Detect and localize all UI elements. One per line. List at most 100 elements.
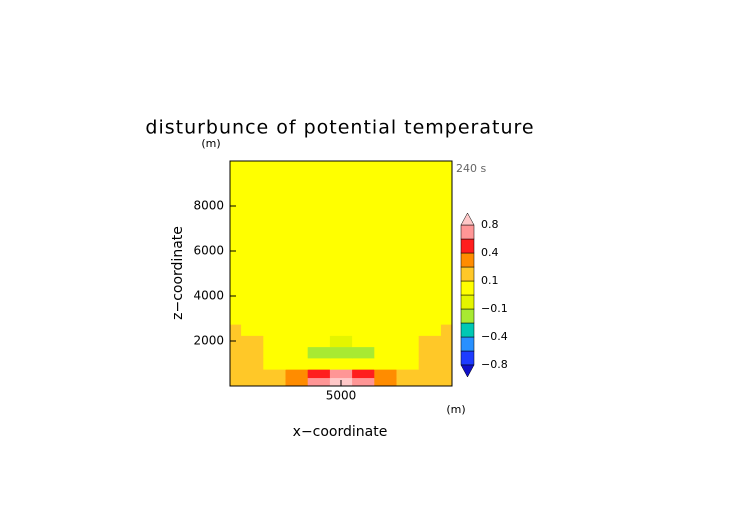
field-cell — [263, 161, 286, 184]
time-annotation: 240 s — [456, 162, 486, 175]
field-cell — [374, 357, 397, 370]
field-cell — [374, 369, 397, 379]
field-cell — [329, 307, 353, 325]
field-cell — [230, 273, 242, 308]
field-cell — [440, 369, 453, 379]
colorbar-under — [460, 364, 475, 378]
field — [230, 161, 453, 387]
field-cell — [263, 307, 286, 325]
field-cell — [352, 161, 375, 184]
field-cell — [307, 369, 331, 379]
field-cell — [307, 357, 331, 370]
field-cell — [241, 369, 264, 379]
y-unit: (m) — [201, 137, 220, 150]
field-cell — [230, 383, 242, 387]
colorbar-bin — [460, 294, 475, 310]
field-cell — [285, 383, 309, 387]
field-cell — [230, 161, 242, 184]
field-cell — [329, 346, 353, 359]
field-cell — [352, 383, 375, 387]
field-cell — [263, 228, 286, 274]
field-cell — [440, 377, 453, 384]
field-cell — [374, 383, 397, 387]
field-cell — [329, 357, 353, 370]
field-cell — [307, 228, 331, 274]
field-cell — [418, 228, 442, 274]
colorbar-bin — [460, 266, 475, 282]
field-cell — [352, 357, 375, 370]
field-cell — [352, 377, 375, 384]
field-cell — [418, 377, 442, 384]
field-cell — [396, 369, 420, 379]
field-cell — [230, 346, 242, 359]
chart-title: disturbunce of potential temperature — [145, 117, 534, 139]
field-cell — [285, 307, 309, 325]
field-cell — [418, 357, 442, 370]
colorbar-bin — [460, 252, 475, 268]
field-cell — [352, 307, 375, 325]
field-cell — [440, 228, 453, 274]
colorbar-bin — [460, 238, 475, 254]
field-cell — [329, 324, 353, 336]
field-cell — [263, 324, 286, 336]
colorbar-label: −0.4 — [481, 330, 508, 343]
field-cell — [241, 183, 264, 229]
field-cell — [263, 369, 286, 379]
field-cell — [329, 161, 353, 184]
colorbar-label: 0.8 — [481, 218, 499, 231]
field-cell — [418, 183, 442, 229]
field-cell — [241, 377, 264, 384]
field-cell — [440, 335, 453, 348]
colorbar-label: 0.4 — [481, 246, 499, 259]
field-cell — [329, 183, 353, 229]
field-cell — [241, 346, 264, 359]
field-cell — [396, 377, 420, 384]
field-cell — [418, 161, 442, 184]
field-cell — [230, 324, 242, 336]
field-cell — [285, 357, 309, 370]
colorbar-bin — [460, 280, 475, 296]
field-cell — [263, 273, 286, 308]
field-cell — [396, 324, 420, 336]
field-cell — [374, 324, 397, 336]
field-cell — [230, 357, 242, 370]
field-cell — [440, 307, 453, 325]
field-cell — [263, 183, 286, 229]
field-cell — [285, 377, 309, 384]
field-cell — [263, 383, 286, 387]
field-cell — [285, 228, 309, 274]
field-cell — [396, 307, 420, 325]
field-cell — [440, 383, 453, 387]
field-cell — [230, 307, 242, 325]
field-cell — [307, 307, 331, 325]
y-tick-label: 8000 — [193, 199, 224, 213]
field-cell — [352, 183, 375, 229]
field-cell — [374, 307, 397, 325]
field-cell — [374, 161, 397, 184]
field-cell — [263, 357, 286, 370]
field-cell — [396, 346, 420, 359]
field-cell — [241, 383, 264, 387]
field-cell — [396, 183, 420, 229]
field-cell — [329, 369, 353, 379]
field-cell — [352, 324, 375, 336]
field-cell — [418, 273, 442, 308]
field-cell — [241, 335, 264, 348]
field-cell — [440, 273, 453, 308]
field-cell — [285, 183, 309, 229]
field-cell — [285, 346, 309, 359]
field-cell — [396, 335, 420, 348]
x-axis-label: x−coordinate — [293, 424, 388, 440]
field-cell — [307, 161, 331, 184]
field-cell — [396, 228, 420, 274]
field-cell — [329, 335, 353, 348]
colorbar-label: 0.1 — [481, 274, 499, 287]
field-cell — [307, 324, 331, 336]
field-cell — [329, 228, 353, 274]
colorbar-over — [460, 212, 475, 226]
field-cell — [374, 377, 397, 384]
field-cell — [374, 183, 397, 229]
colorbar-bin — [460, 336, 475, 352]
field-cell — [352, 335, 375, 348]
field-cell — [307, 183, 331, 229]
